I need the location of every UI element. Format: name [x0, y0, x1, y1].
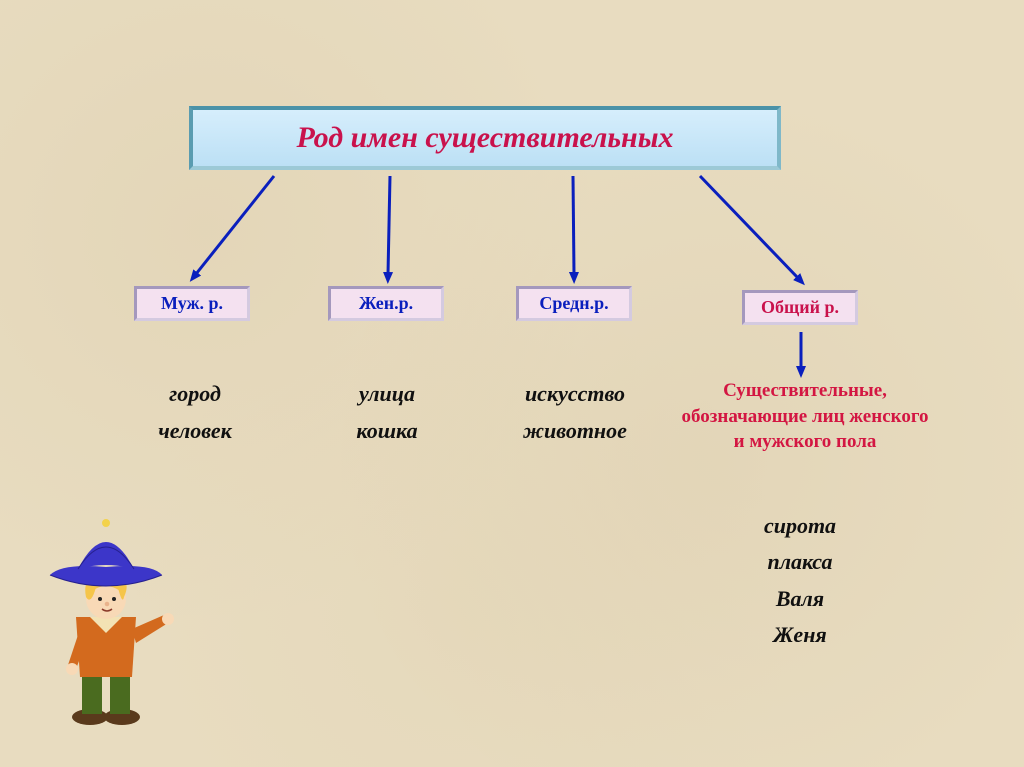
- example-word: животное: [480, 412, 670, 449]
- arrow-to-zhen: [388, 176, 390, 274]
- example-word: сирота: [705, 508, 895, 544]
- arrow-to-obshch: [700, 176, 798, 278]
- example-word: Женя: [705, 617, 895, 653]
- example-word: кошка: [292, 412, 482, 449]
- character-icon: [32, 517, 182, 727]
- cat-box-muzh: Муж. р.: [134, 286, 250, 321]
- example-word: Валя: [705, 581, 895, 617]
- arrow-to-muzh: [196, 176, 274, 274]
- title-box: Род имен существительных: [189, 106, 781, 170]
- examples-muzh: город человек: [100, 375, 290, 450]
- example-word: искусство: [480, 375, 670, 412]
- example-word: человек: [100, 412, 290, 449]
- example-word: плакса: [705, 544, 895, 580]
- examples-zhen: улица кошка: [292, 375, 482, 450]
- example-word: город: [100, 375, 290, 412]
- cat-box-obshch: Общий р.: [742, 290, 858, 325]
- cat-box-zhen: Жен.р.: [328, 286, 444, 321]
- arrow-to-sredn: [573, 176, 574, 274]
- examples-obshch: сирота плакса Валя Женя: [705, 508, 895, 653]
- cat-label: Средн.р.: [539, 293, 608, 314]
- cat-label: Муж. р.: [161, 293, 223, 314]
- note-text: Существительные, обозначающие лиц женско…: [682, 380, 929, 452]
- examples-sredn: искусство животное: [480, 375, 670, 450]
- cat-box-sredn: Средн.р.: [516, 286, 632, 321]
- cat-label: Жен.р.: [359, 293, 413, 314]
- example-word: улица: [292, 375, 482, 412]
- cat-label: Общий р.: [761, 297, 839, 318]
- title-text: Род имен существительных: [296, 121, 673, 155]
- obshch-note: Существительные, обозначающие лиц женско…: [680, 378, 930, 455]
